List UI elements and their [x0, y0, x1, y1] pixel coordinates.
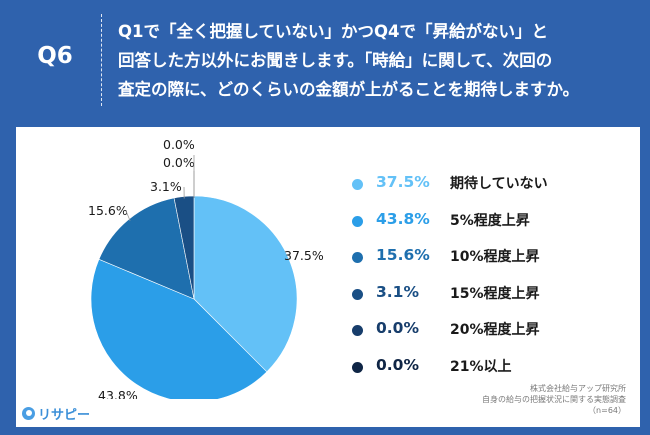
- legend-item: 0.0% 20%程度上昇: [352, 319, 612, 356]
- legend-label: 21%以上: [450, 358, 512, 375]
- legend-value: 0.0%: [376, 355, 419, 374]
- pie-data-label: 0.0%: [163, 137, 195, 152]
- legend: 37.5% 期待していない 43.8% 5%程度上昇 15.6% 10%程度上昇…: [352, 173, 612, 392]
- legend-item: 37.5% 期待していない: [352, 173, 612, 210]
- question-number: Q6: [37, 43, 73, 69]
- legend-dot: [352, 288, 363, 300]
- legend-label: 10%程度上昇: [450, 249, 540, 265]
- legend-value: 15.6%: [376, 246, 430, 264]
- question-line-2: 回答した方以外にお聞きします。「時給」に関して、次回の: [118, 51, 553, 70]
- legend-item: 0.0% 21%以上: [352, 356, 612, 393]
- pie-data-label: 43.8%: [98, 388, 138, 399]
- source-footnote: 株式会社給与アップ研究所 自身の給与の把握状況に関する実態調査 （n=64）: [326, 383, 626, 416]
- pie-slice: [90, 258, 268, 399]
- legend-dot: [352, 215, 363, 227]
- legend-dot: [352, 361, 363, 373]
- footnote-sample-size: （n=64）: [588, 406, 626, 415]
- chart-panel: 37.5% 43.8% 15.6% 3.1% 0.0% 0.0% 37.5% 期待していな…: [16, 127, 640, 427]
- pie-data-label: 3.1%: [150, 179, 182, 194]
- question-line-3: 査定の際に、どのくらいの金額が上がることを期待しますか。: [118, 80, 580, 99]
- legend-value: 37.5%: [376, 173, 430, 191]
- legend-item: 15.6% 10%程度上昇: [352, 246, 612, 283]
- pie-data-label: 37.5%: [284, 248, 324, 263]
- header-divider: [101, 14, 102, 106]
- legend-item: 43.8% 5%程度上昇: [352, 210, 612, 247]
- pie-data-label: 0.0%: [163, 155, 195, 170]
- question-line-1: Q1で「全く把握していない」かつQ4で「昇給がない」と: [118, 22, 549, 41]
- legend-dot: [352, 179, 363, 190]
- brand-name: リサピー: [38, 407, 91, 423]
- legend-dot: [352, 325, 363, 336]
- legend-value: 0.0%: [376, 319, 419, 337]
- question-text: Q1で「全く把握していない」かつQ4で「昇給がない」と 回答した方以外にお聞きし…: [118, 17, 638, 104]
- legend-label: 20%程度上昇: [450, 322, 540, 338]
- legend-value: 3.1%: [376, 282, 419, 301]
- legend-label: 5%程度上昇: [450, 212, 530, 229]
- pie-slice: [193, 195, 298, 373]
- brand-logo: リサピー: [22, 403, 90, 423]
- footnote-survey: 自身の給与の把握状況に関する実態調査: [482, 395, 626, 404]
- footnote-company: 株式会社給与アップ研究所: [530, 384, 626, 393]
- leader-line: [125, 210, 131, 221]
- legend-value: 43.8%: [376, 209, 430, 228]
- legend-label: 期待していない: [450, 176, 548, 192]
- legend-label: 15%程度上昇: [450, 285, 540, 302]
- question-header: Q6 Q1で「全く把握していない」かつQ4で「昇給がない」と 回答した方以外にお…: [0, 0, 650, 122]
- pie-slice: [98, 197, 195, 300]
- legend-dot: [352, 252, 363, 263]
- legend-item: 3.1% 15%程度上昇: [352, 283, 612, 320]
- pie-data-label: 15.6%: [88, 203, 128, 218]
- pie-chart: 37.5% 43.8% 15.6% 3.1% 0.0% 0.0%: [88, 137, 324, 399]
- risapi-logo-icon: [22, 406, 35, 420]
